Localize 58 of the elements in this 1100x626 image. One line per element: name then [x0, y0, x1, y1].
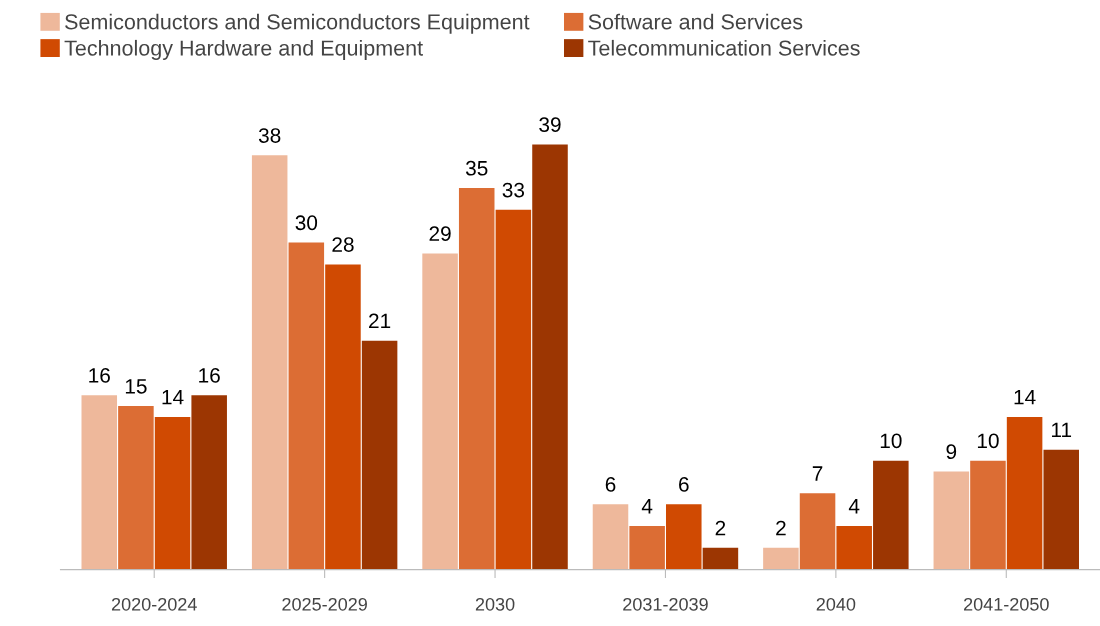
bar	[325, 264, 361, 570]
bar	[702, 547, 739, 570]
data-label: 11	[1052, 422, 1072, 438]
bar	[422, 253, 458, 570]
data-label: 33	[502, 182, 525, 198]
bar	[191, 395, 227, 570]
data-label: 6	[679, 477, 689, 492]
data-label: 10	[977, 433, 999, 449]
bar	[458, 188, 495, 570]
data-label: 2	[776, 520, 786, 536]
bar	[118, 406, 154, 570]
x-tick-label: 2041-2050	[964, 597, 1049, 611]
bar	[799, 493, 836, 570]
bar	[81, 395, 118, 570]
bar	[873, 460, 909, 570]
legend-label: Semiconductors and Semiconductors Equipment	[65, 13, 530, 34]
data-label: 29	[429, 226, 451, 242]
bar	[970, 460, 1006, 570]
legend-label: Telecommunication Services	[588, 39, 860, 56]
bar	[763, 547, 799, 570]
data-label: 14	[162, 390, 184, 405]
data-label: 9	[946, 444, 957, 460]
data-label: 7	[812, 466, 823, 481]
data-label: 38	[258, 128, 281, 143]
data-label: 4	[848, 499, 860, 514]
x-tick-label: 2030	[475, 597, 515, 611]
data-label: 16	[89, 368, 110, 383]
legend-label: Software and Services	[588, 13, 803, 30]
bar	[532, 144, 568, 570]
bar	[629, 526, 665, 570]
x-tick-label: 2040	[816, 597, 856, 611]
data-label: 6	[605, 477, 616, 492]
x-tick-label: 2020-2024	[111, 597, 197, 611]
data-label: 39	[539, 117, 561, 132]
bar	[495, 209, 532, 570]
bar	[1043, 449, 1079, 570]
bar	[361, 340, 398, 570]
data-label: 30	[295, 215, 318, 231]
data-label: 2	[715, 520, 726, 536]
x-tick-label: 2025-2029	[282, 597, 367, 611]
data-label: 10	[880, 433, 902, 449]
data-label: 28	[332, 237, 354, 252]
bar	[1006, 417, 1043, 570]
bar	[933, 471, 970, 570]
bar	[666, 504, 702, 570]
data-label: 15	[125, 379, 147, 394]
bar	[592, 504, 629, 570]
data-label: 14	[1014, 390, 1036, 405]
legend-label: Technology Hardware and Equipment	[64, 39, 423, 60]
bar	[288, 242, 325, 570]
data-label: 21	[369, 313, 391, 329]
data-label: 35	[465, 160, 488, 176]
data-label: 4	[641, 499, 653, 514]
x-tick-label: 2031-2039	[623, 597, 708, 611]
bar	[251, 155, 288, 570]
bar	[154, 417, 191, 570]
data-label: 16	[199, 368, 220, 383]
bar	[836, 526, 872, 570]
